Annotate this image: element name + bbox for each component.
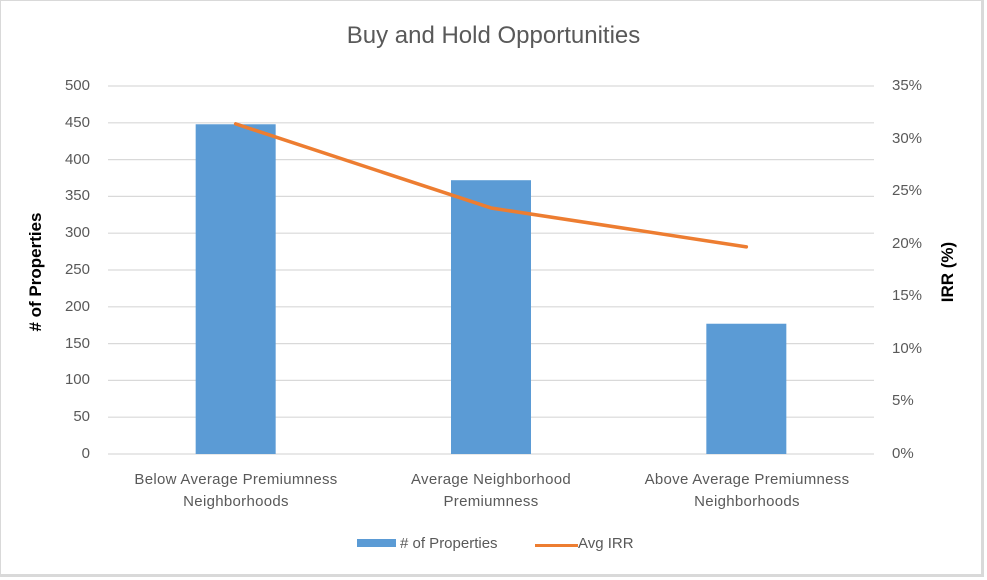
left-tick-label: 450 <box>64 113 90 131</box>
right-tick-label: 10% <box>892 339 923 357</box>
right-tick-label: 25% <box>892 182 923 200</box>
category-label-line2: Premiumness <box>443 493 539 510</box>
left-tick-label: 500 <box>64 77 90 94</box>
category-label-below-average: Below Average Premiumness Neighborhoods <box>111 469 361 513</box>
chart-title: Buy and Hold Opportunities <box>346 22 641 49</box>
left-tick-label: 50 <box>73 408 90 426</box>
left-axis-title: # of Properties <box>26 212 45 332</box>
bar-properties[interactable] <box>195 124 276 454</box>
line-swatch-icon <box>535 544 578 547</box>
category-label-average: Average Neighborhood Premiumness <box>366 469 616 513</box>
category-label-line2: Neighborhoods <box>183 493 289 510</box>
right-tick-label: 20% <box>892 234 923 252</box>
legend-label-avg-irr: Avg IRR <box>578 535 634 552</box>
bar-properties[interactable] <box>706 323 787 454</box>
left-tick-label: 300 <box>64 224 90 242</box>
bar-swatch-icon <box>357 539 396 547</box>
right-tick-label: 5% <box>892 392 914 410</box>
category-label-line1: Above Average Premiumness <box>644 471 850 488</box>
right-tick-label: 35% <box>892 77 923 94</box>
bar-properties[interactable] <box>451 180 531 454</box>
category-label-line1: Below Average Premiumness <box>134 471 338 488</box>
left-tick-label: 200 <box>64 297 90 315</box>
category-label-above-average: Above Average Premiumness Neighborhoods <box>622 469 872 513</box>
left-tick-label: 150 <box>64 334 90 352</box>
left-tick-label: 100 <box>64 371 90 389</box>
right-tick-label: 30% <box>892 129 923 147</box>
right-axis-title: IRR (%) <box>938 241 957 303</box>
left-tick-label: 350 <box>64 187 90 205</box>
category-label-line2: Neighborhoods <box>694 493 800 510</box>
line-avg-irr[interactable] <box>233 122 749 249</box>
right-tick-label: 0% <box>892 445 914 462</box>
right-tick-label: 15% <box>892 287 923 305</box>
category-label-line1: Average Neighborhood <box>410 471 571 488</box>
left-tick-label: 400 <box>64 150 90 168</box>
legend-label-properties: # of Properties <box>400 535 498 552</box>
left-tick-label: 250 <box>64 261 90 278</box>
left-tick-label: 0 <box>81 445 90 462</box>
